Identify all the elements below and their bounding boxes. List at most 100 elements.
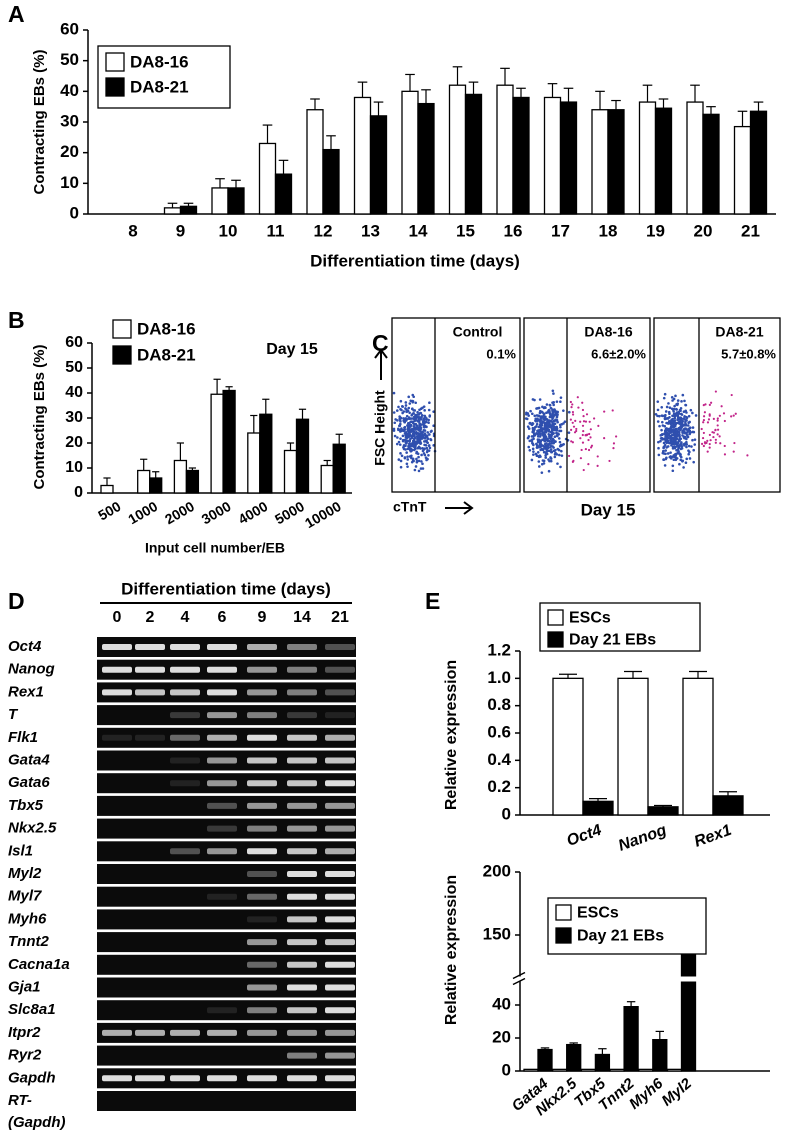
gel-band bbox=[325, 825, 355, 832]
error-bar bbox=[310, 98, 320, 110]
cell-dot bbox=[554, 427, 558, 431]
positive-dot bbox=[732, 414, 735, 417]
error-bar bbox=[357, 81, 368, 98]
error-bar bbox=[373, 101, 384, 116]
gene-label: Myh6 bbox=[8, 910, 47, 927]
cell-dot bbox=[534, 452, 538, 456]
cell-dot bbox=[672, 458, 676, 462]
cell-dot bbox=[556, 462, 559, 465]
positive-dot bbox=[734, 412, 737, 415]
x-tick-label: Oct4 bbox=[565, 822, 604, 850]
bar bbox=[552, 1068, 568, 1072]
cell-dot bbox=[675, 431, 678, 434]
positive-dot bbox=[589, 436, 592, 439]
gene-note: (Gapdh) bbox=[8, 1114, 66, 1131]
cell-dot bbox=[665, 446, 668, 449]
cell-dot bbox=[537, 460, 541, 463]
annotation: Day 15 bbox=[266, 341, 318, 358]
cell-dot bbox=[399, 452, 402, 455]
positive-dot bbox=[708, 403, 711, 406]
error-bar bbox=[690, 84, 700, 103]
positive-dot bbox=[718, 414, 721, 417]
cell-dot bbox=[683, 415, 686, 418]
gel-band bbox=[170, 780, 200, 787]
cell-dot bbox=[549, 459, 553, 463]
cell-dot bbox=[556, 410, 560, 414]
cell-dot bbox=[674, 394, 677, 398]
gel-band bbox=[135, 871, 165, 877]
cell-dot bbox=[414, 465, 418, 468]
positive-dot bbox=[702, 418, 706, 422]
cell-dot bbox=[394, 418, 397, 421]
legend-swatch bbox=[112, 319, 132, 339]
cell-dot bbox=[552, 419, 556, 423]
legend-swatch bbox=[105, 52, 125, 72]
cell-dot bbox=[667, 441, 671, 445]
positive-dot bbox=[704, 442, 707, 445]
error-bar bbox=[183, 202, 194, 207]
cell-dot bbox=[537, 425, 541, 429]
cell-dot bbox=[663, 443, 667, 447]
gel-band bbox=[247, 848, 277, 855]
cell-dot bbox=[416, 410, 419, 414]
gel-band bbox=[287, 1029, 317, 1036]
cell-dot bbox=[415, 451, 418, 455]
cell-dot bbox=[392, 411, 396, 414]
gel-band bbox=[247, 893, 277, 900]
cell-dot bbox=[659, 437, 663, 440]
cell-dot bbox=[671, 469, 675, 473]
gel-band bbox=[170, 712, 200, 719]
gel-band bbox=[247, 757, 277, 764]
y-axis-title: Relative expression bbox=[443, 660, 460, 810]
error-bar bbox=[468, 81, 479, 95]
error-bar bbox=[262, 398, 270, 415]
cell-dot bbox=[666, 434, 669, 437]
cell-dot bbox=[549, 437, 552, 441]
cell-dot bbox=[551, 401, 554, 404]
cell-dot bbox=[680, 421, 683, 425]
cell-dot bbox=[406, 465, 409, 468]
cell-dot bbox=[527, 427, 531, 430]
positive-dot bbox=[706, 421, 710, 424]
bar bbox=[496, 84, 514, 215]
cell-dot bbox=[684, 461, 688, 464]
cell-dot bbox=[551, 389, 555, 393]
cell-dot bbox=[551, 411, 555, 414]
cell-dot bbox=[560, 454, 564, 457]
cell-dot bbox=[549, 407, 553, 410]
gel-band bbox=[170, 757, 200, 764]
gel-band bbox=[170, 916, 200, 922]
cell-dot bbox=[687, 427, 690, 431]
cell-dot bbox=[673, 404, 676, 408]
cell-dot bbox=[683, 399, 686, 403]
cell-dot bbox=[532, 453, 535, 456]
x-tick-label: 10 bbox=[219, 221, 238, 240]
cell-dot bbox=[555, 400, 559, 403]
y-tick-label: 40 bbox=[65, 384, 83, 401]
cell-dot bbox=[399, 407, 402, 411]
cell-dot bbox=[672, 438, 676, 442]
positive-dot bbox=[570, 406, 573, 409]
cell-dot bbox=[417, 434, 420, 438]
cell-dot bbox=[530, 441, 534, 445]
cell-dot bbox=[397, 440, 401, 444]
cell-dot bbox=[656, 420, 660, 423]
gel-band bbox=[247, 871, 277, 877]
gel-band bbox=[102, 689, 132, 696]
cell-dot bbox=[549, 448, 553, 451]
gel-band bbox=[135, 962, 165, 968]
cell-dot bbox=[682, 424, 685, 427]
cell-dot bbox=[541, 427, 545, 431]
cell-dot bbox=[545, 442, 548, 445]
bar bbox=[163, 207, 182, 215]
gel-band bbox=[287, 666, 317, 673]
y-tick-label: 40 bbox=[492, 994, 511, 1013]
cell-dot bbox=[656, 408, 660, 412]
bar bbox=[247, 432, 261, 494]
cell-dot bbox=[544, 430, 547, 433]
cell-dot bbox=[680, 447, 684, 450]
gene-label: Tnnt2 bbox=[8, 933, 49, 950]
cell-dot bbox=[682, 466, 685, 469]
cell-dot bbox=[421, 406, 424, 410]
cell-dot bbox=[418, 446, 421, 449]
